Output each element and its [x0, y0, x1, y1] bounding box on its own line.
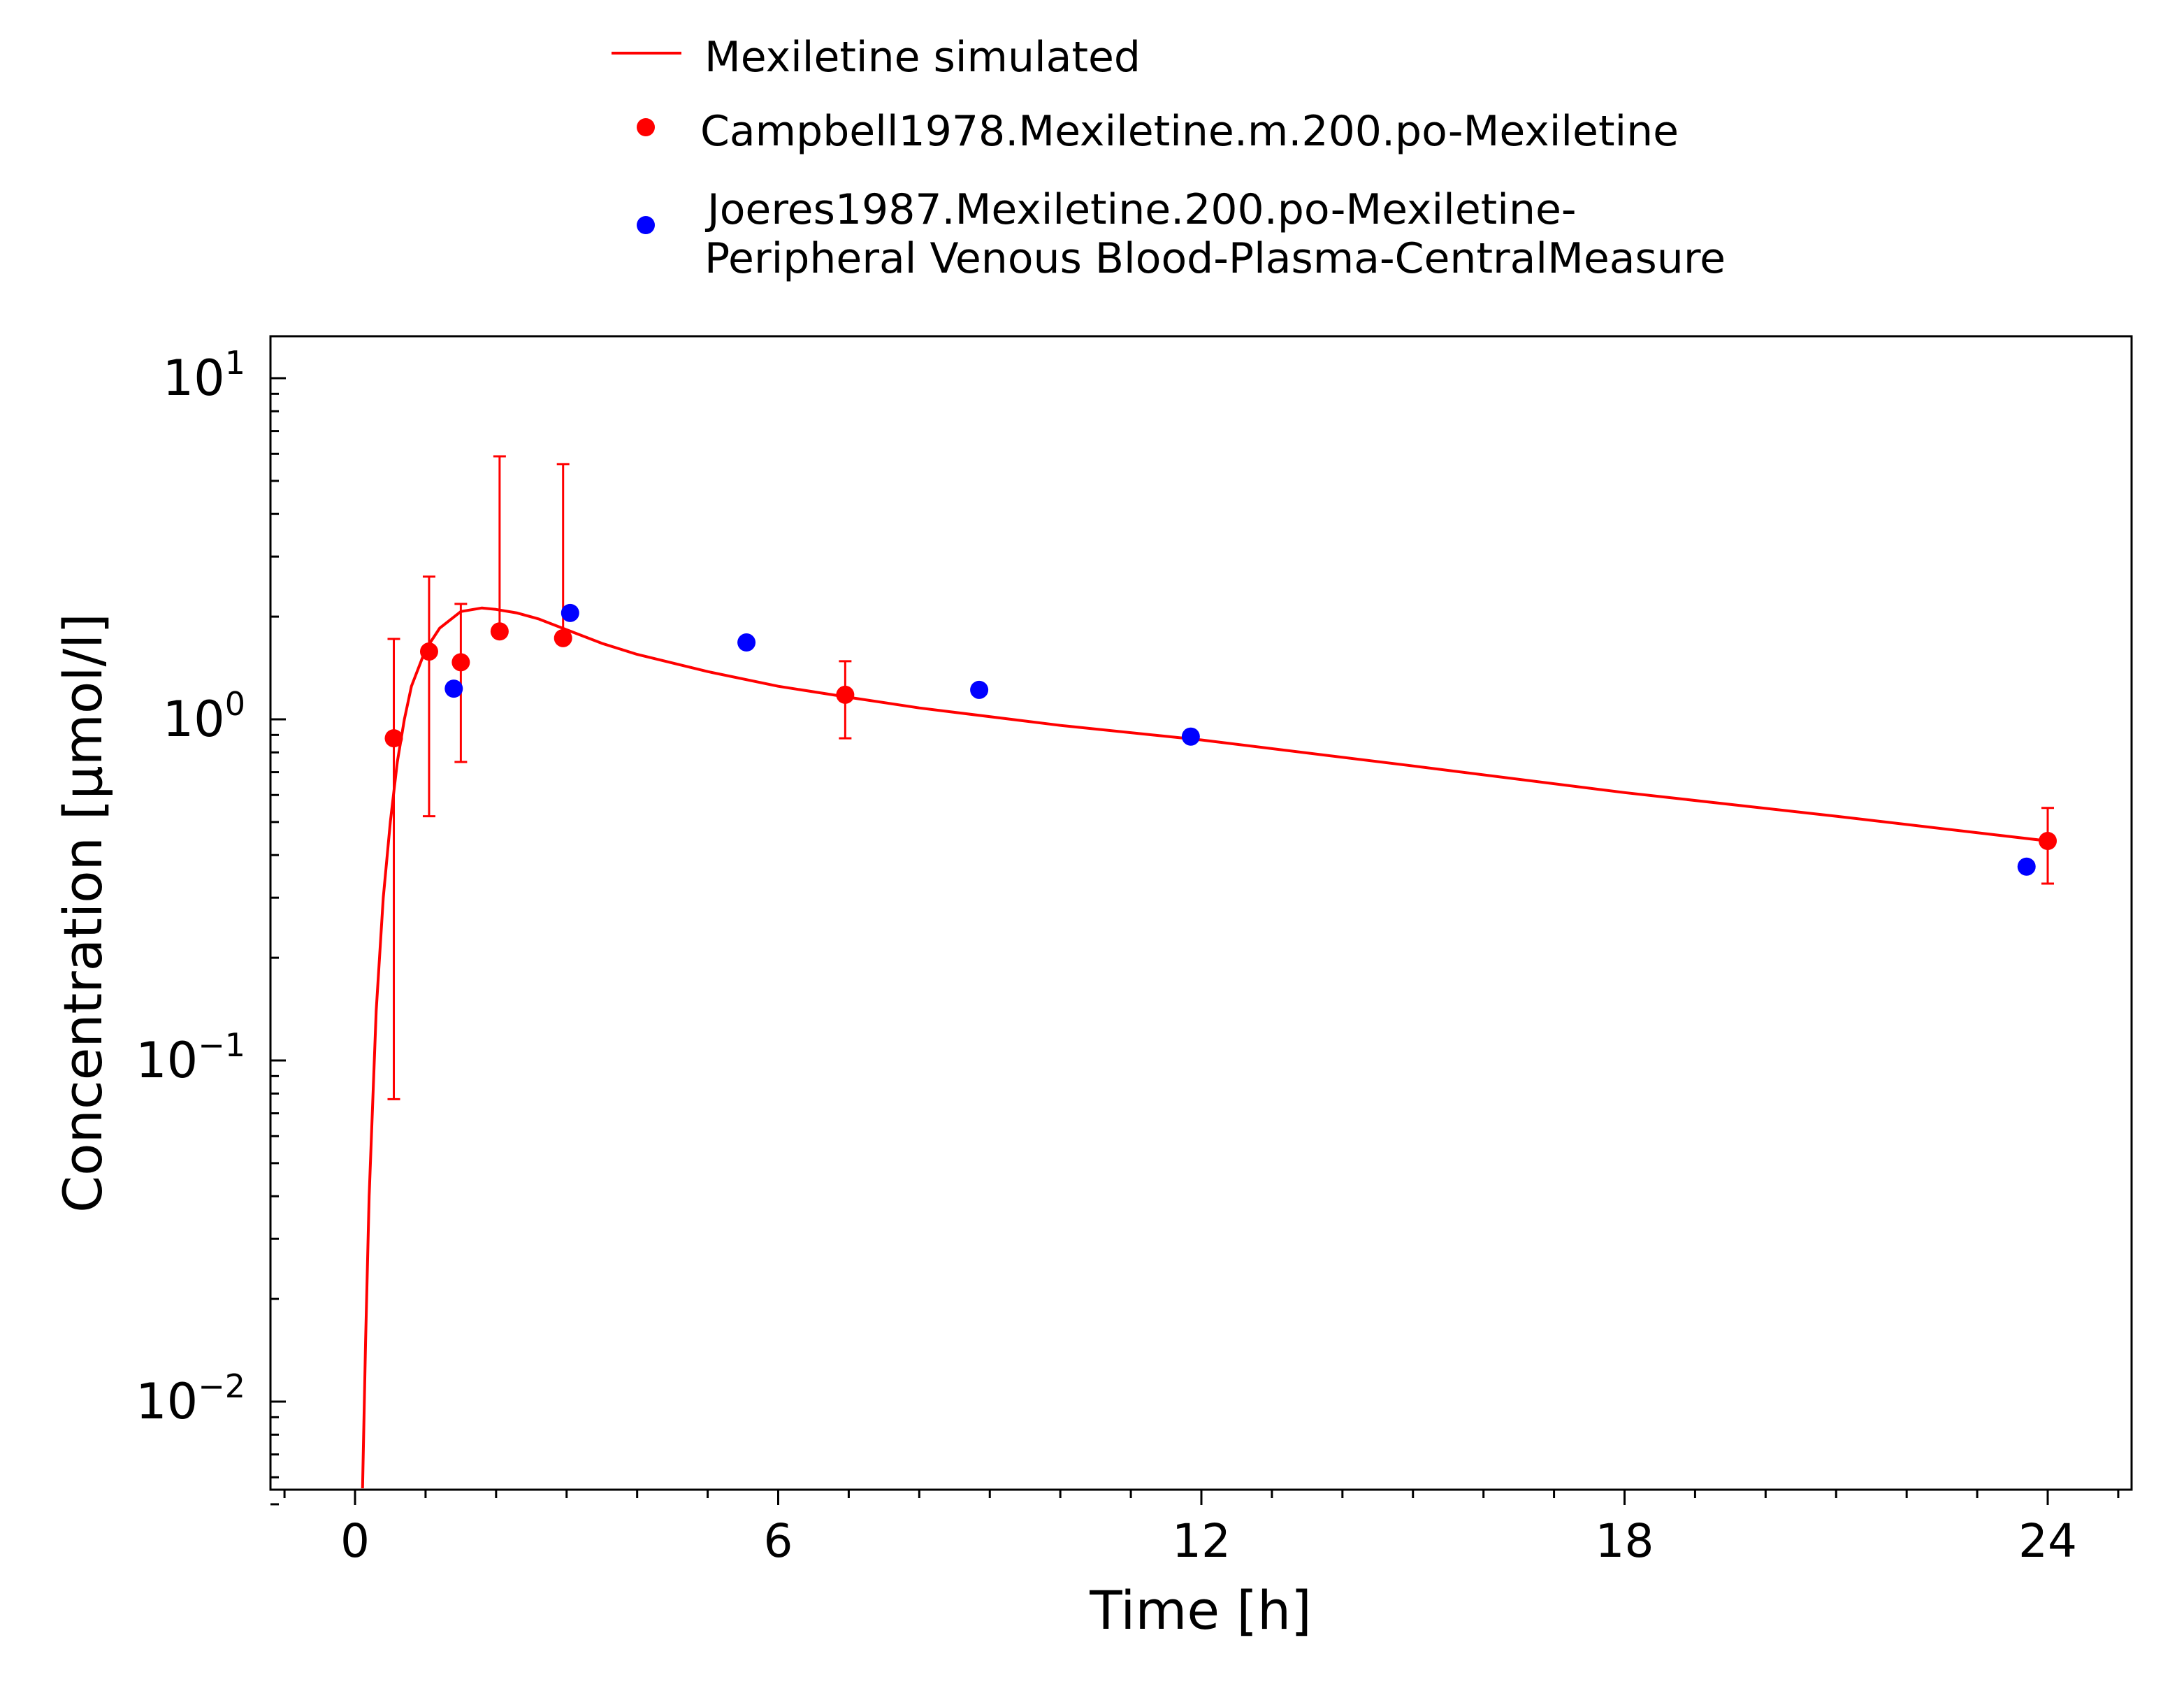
legend-label-campbell: Campbell1978.Mexiletine.m.200.po-Mexilet… — [700, 107, 1679, 156]
data-point-campbell — [384, 729, 403, 748]
plot-area — [361, 455, 2057, 1488]
legend: Mexiletine simulated Campbell1978.Mexile… — [612, 33, 1726, 283]
x-tick-label: 0 — [340, 1514, 370, 1568]
data-point-joeres — [444, 679, 463, 698]
data-point-campbell — [451, 653, 470, 672]
y-tick-label: 101 — [163, 344, 245, 407]
x-tick-label: 18 — [1596, 1514, 1654, 1568]
x-tick-label: 6 — [764, 1514, 793, 1568]
plot-frame — [269, 335, 2133, 1491]
data-point-campbell — [490, 622, 509, 641]
x-axis: 0 6 12 18 24 — [283, 1490, 2120, 1568]
data-point-campbell — [836, 685, 855, 704]
x-axis-title: Time [h] — [1089, 1579, 1312, 1641]
data-point-campbell — [2039, 831, 2057, 850]
legend-label-simulated: Mexiletine simulated — [704, 33, 1141, 82]
series-line-simulated — [361, 606, 2048, 1488]
y-tick-label: 10−2 — [136, 1367, 245, 1430]
legend-label-joeres: Joeres1987.Mexiletine.200.po-Mexiletine- — [704, 185, 1577, 234]
x-tick-label: 12 — [1172, 1514, 1231, 1568]
data-point-joeres — [2017, 857, 2036, 876]
legend-marker-joeres — [637, 216, 655, 234]
data-point-joeres — [970, 680, 989, 699]
data-point-campbell — [554, 628, 572, 647]
y-tick-label: 100 — [163, 685, 245, 748]
data-point-joeres — [561, 603, 579, 622]
data-point-joeres — [737, 633, 756, 652]
x-tick-label: 24 — [2018, 1514, 2077, 1568]
y-tick-label: 10−1 — [136, 1026, 245, 1089]
data-point-campbell — [419, 642, 438, 661]
legend-marker-campbell — [637, 118, 655, 136]
y-axis-title: Concentration [µmol/l] — [52, 613, 114, 1213]
y-axis: 10−2 10−1 100 101 — [136, 344, 286, 1506]
data-point-joeres — [1181, 727, 1200, 746]
legend-label-joeres-line2: Peripheral Venous Blood-Plasma-CentralMe… — [704, 234, 1726, 283]
